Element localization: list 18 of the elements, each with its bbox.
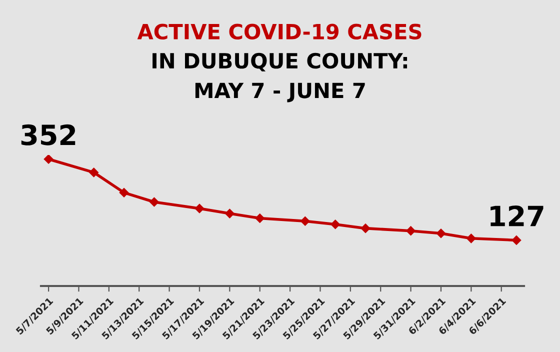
- point: [254, 213, 265, 224]
- point: [466, 234, 476, 244]
- point: [194, 204, 204, 214]
- point: [224, 208, 235, 218]
- point: [512, 235, 522, 246]
- point: [436, 228, 446, 238]
- point: [44, 155, 54, 164]
- chart-subtitle: IN DUBUQUE COUNTY: MAY 7 - JUNE 7: [152, 52, 408, 102]
- point: [88, 168, 99, 178]
- point: [149, 197, 160, 207]
- point: [300, 216, 310, 226]
- chart-title: ACTIVE COVID-19 CASES: [137, 24, 422, 40]
- point: [330, 219, 340, 230]
- point: [406, 226, 416, 236]
- point: [360, 223, 370, 234]
- data-label: 127: [490, 205, 544, 226]
- data-label: 352: [21, 124, 76, 146]
- point: [119, 188, 129, 198]
